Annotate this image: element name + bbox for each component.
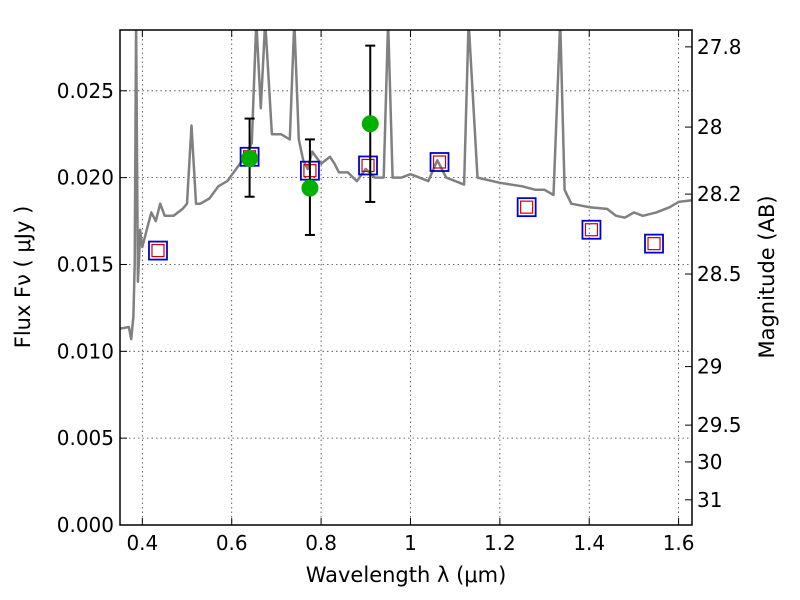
y2-tick-label: 29.5 bbox=[697, 413, 742, 437]
y-tick-label: 0.020 bbox=[57, 166, 114, 190]
spectrum-line bbox=[120, 30, 692, 341]
model-point bbox=[516, 197, 537, 218]
y2-tick-label: 29 bbox=[697, 355, 722, 379]
x-tick-label: 1.2 bbox=[484, 531, 516, 555]
observed-marker bbox=[241, 150, 259, 168]
model-point bbox=[581, 219, 602, 240]
y-tick-label: 0.005 bbox=[57, 426, 114, 450]
y-tick-label: 0.025 bbox=[57, 79, 114, 103]
axis-ticks: 0.4 0.6 0.8 1 1.2 1.4 1.6 0.000 0.005 0.010 0.015 0… bbox=[57, 30, 742, 555]
model-inner-square bbox=[151, 243, 165, 258]
model-square-marker bbox=[581, 219, 602, 240]
model-square-marker bbox=[148, 240, 168, 261]
y2-tick-label: 28 bbox=[697, 115, 722, 139]
x-tick-label: 0.6 bbox=[216, 531, 248, 555]
y2-tick-label: 30 bbox=[697, 450, 722, 474]
model-square-marker bbox=[358, 155, 378, 176]
y2-tick-label: 31 bbox=[697, 488, 722, 512]
observed-point bbox=[301, 138, 319, 236]
y-tick-label: 0.015 bbox=[57, 252, 114, 276]
x-tick-label: 0.4 bbox=[126, 531, 158, 555]
x-tick-label: 1.6 bbox=[663, 531, 695, 555]
x-tick-label: 1 bbox=[404, 531, 417, 555]
y-axis-label: Flux Fν ( μJy ) bbox=[11, 206, 35, 349]
model-square-marker bbox=[516, 197, 537, 218]
observed-marker bbox=[301, 179, 319, 197]
model-square-marker bbox=[429, 152, 450, 172]
model-inner-square bbox=[584, 223, 599, 237]
model-point bbox=[148, 240, 168, 261]
y2-tick-label: 28.2 bbox=[697, 182, 742, 206]
model-inner-square bbox=[432, 155, 447, 169]
y2-tick-label: 28.5 bbox=[697, 262, 742, 286]
plot-area bbox=[120, 30, 692, 341]
y2-axis-label: Magnitude (AB) bbox=[755, 195, 779, 358]
x-tick-label: 1.4 bbox=[573, 531, 605, 555]
observed-point bbox=[361, 44, 379, 203]
axes-frame bbox=[119, 29, 693, 526]
model-point bbox=[358, 155, 378, 176]
y-tick-label: 0.000 bbox=[57, 513, 114, 537]
observed-marker bbox=[361, 115, 379, 133]
model-inner-square bbox=[647, 237, 661, 251]
x-axis-label: Wavelength λ (μm) bbox=[306, 563, 507, 587]
model-square-marker bbox=[644, 233, 664, 254]
x-tick-label: 0.8 bbox=[305, 531, 337, 555]
observed-point bbox=[241, 117, 259, 198]
model-point bbox=[429, 152, 450, 172]
model-inner-square bbox=[361, 158, 375, 173]
model-inner-square bbox=[520, 200, 534, 214]
model-point bbox=[644, 233, 664, 254]
grid-lines bbox=[120, 30, 692, 526]
y2-tick-label: 27.8 bbox=[697, 35, 742, 59]
y-tick-label: 0.010 bbox=[57, 339, 114, 363]
